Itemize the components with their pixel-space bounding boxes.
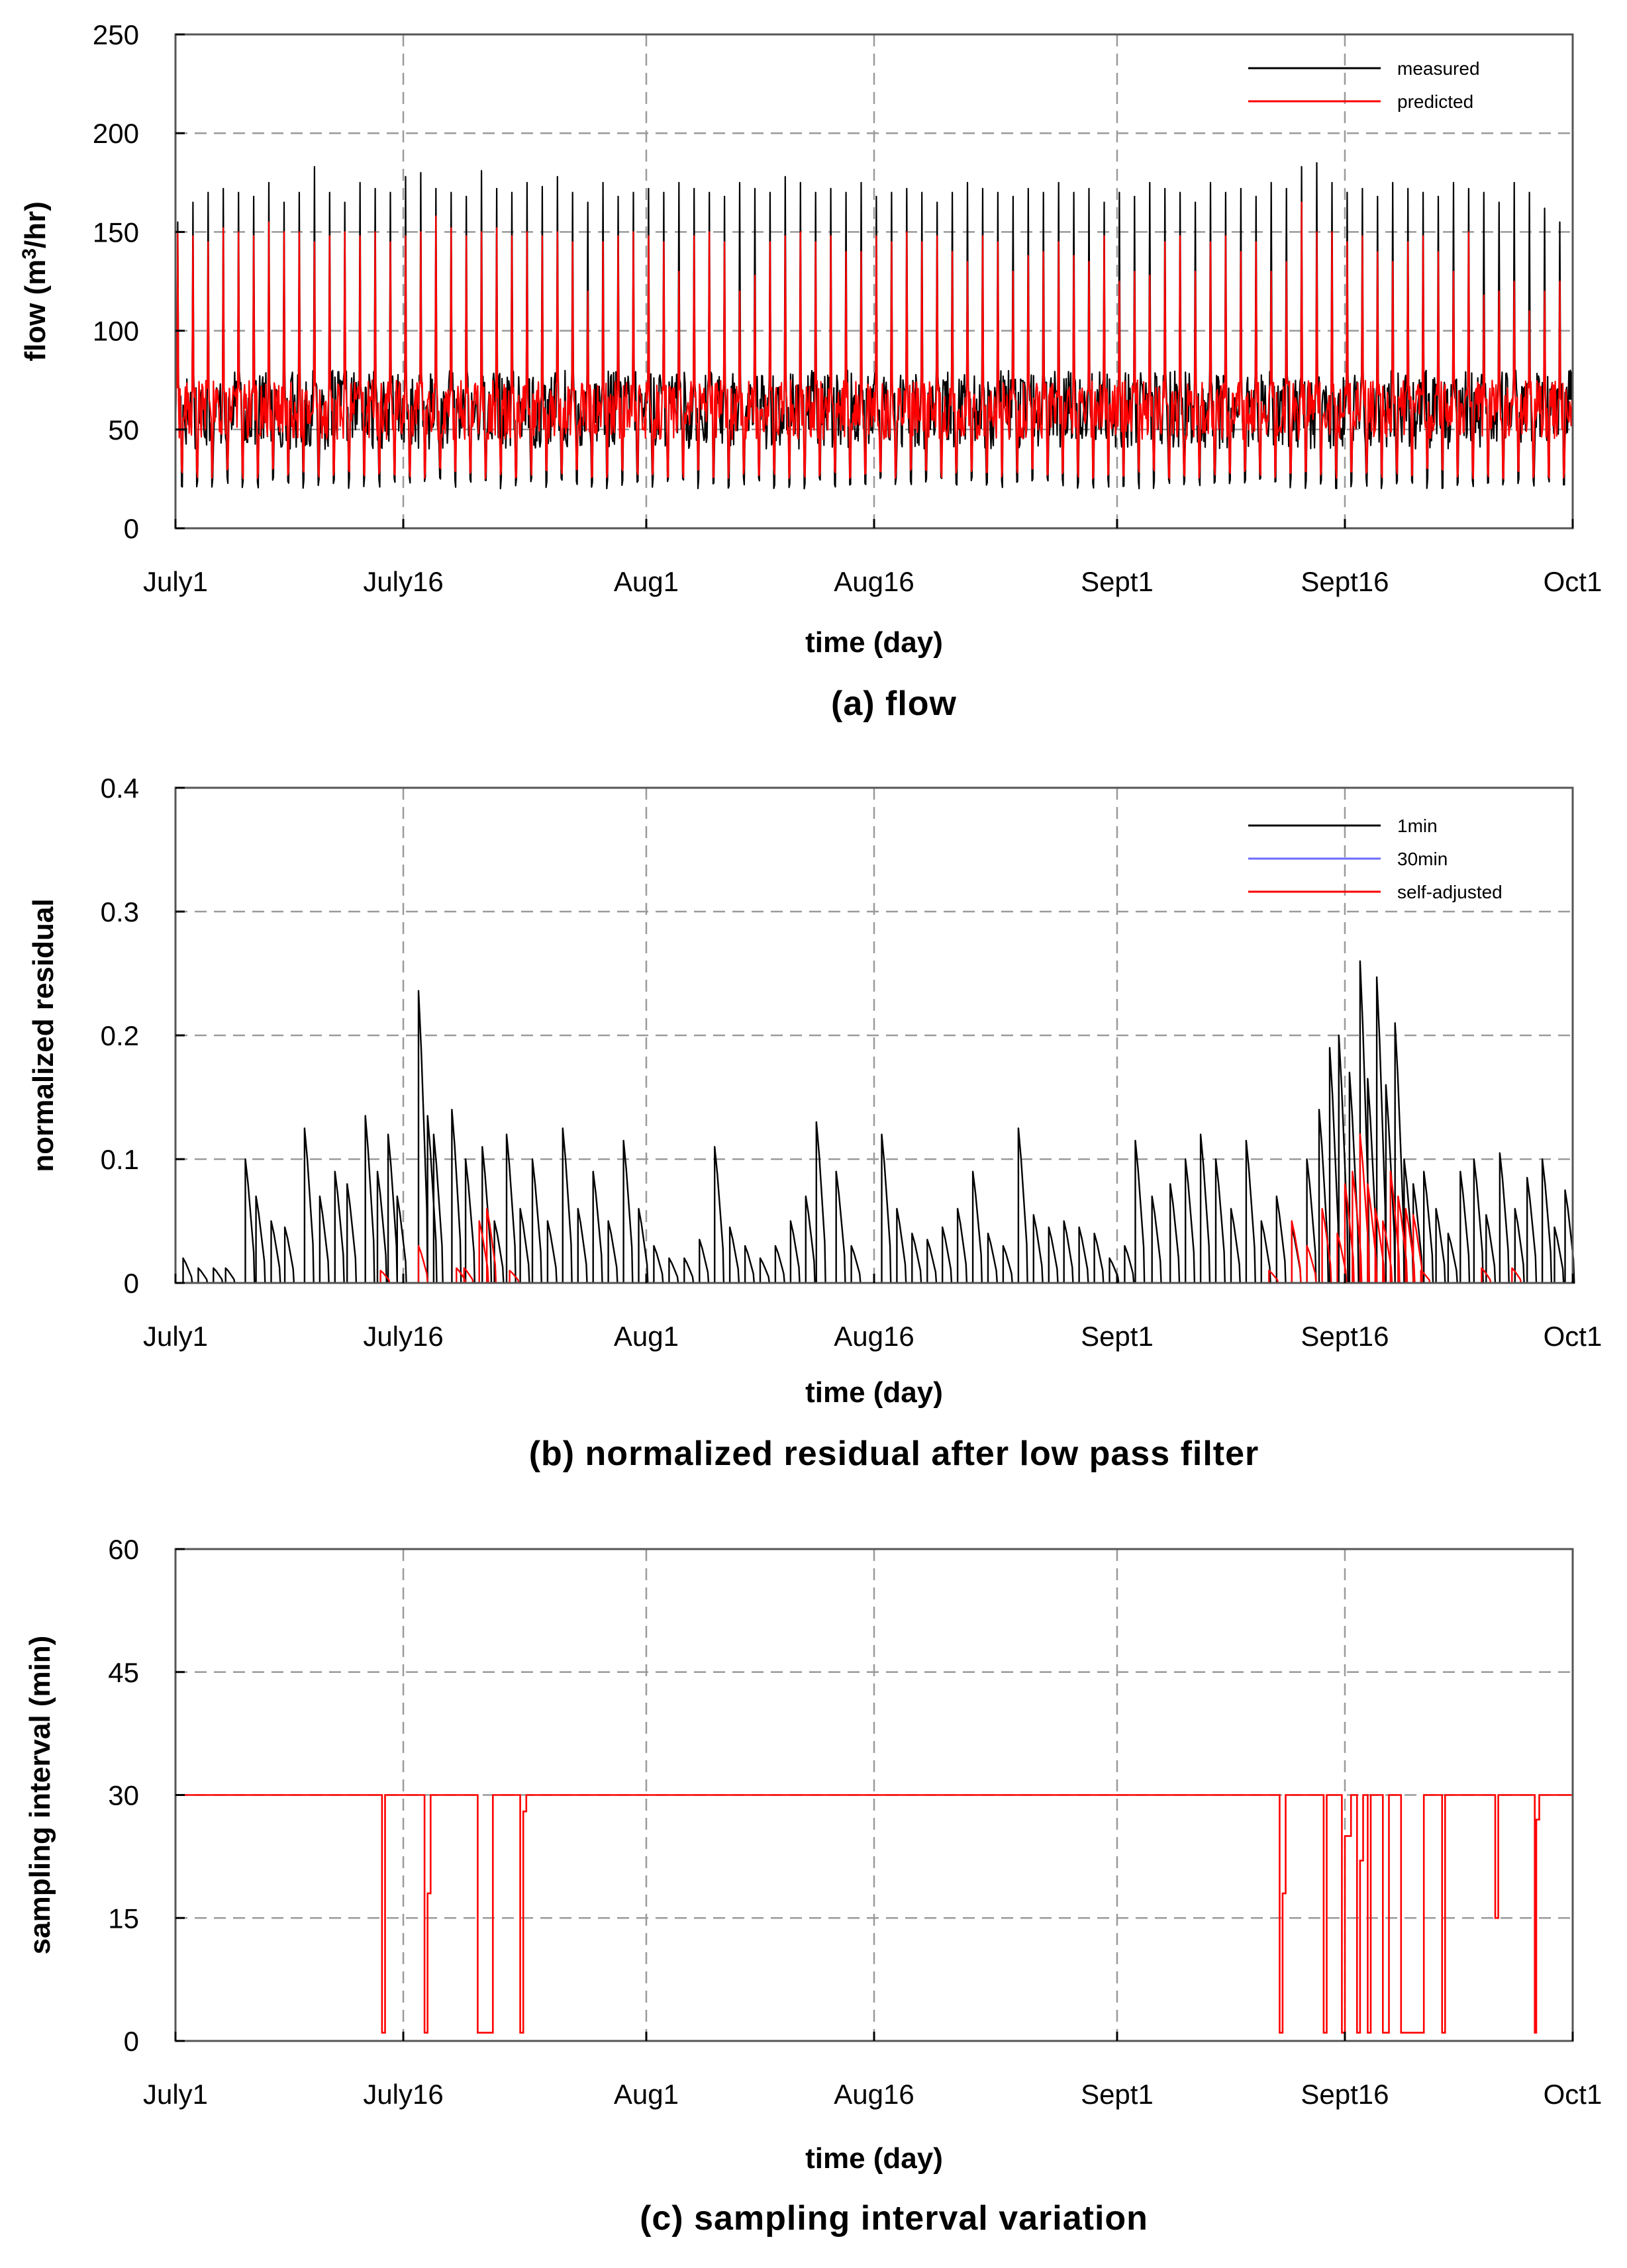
panel-c-x-tick-label: Sept16: [1301, 2079, 1389, 2110]
panel-a-flow: July1 July16 Aug1 Aug16 Sept1 Sept16 Oct1 0 50 10…: [19, 19, 1602, 723]
panel-b-x-tick-label: Oct1: [1544, 1321, 1602, 1352]
panel-a-x-tick-label: July16: [363, 566, 443, 597]
panel-a-caption: (a) flow: [831, 685, 957, 723]
panel-a-x-tick-label: Sept1: [1081, 566, 1154, 597]
panel-c-y-tick-label: 45: [108, 1657, 139, 1688]
panel-b-y-tick-label: 0.3: [101, 896, 139, 927]
panel-b-legend-label: 30min: [1397, 849, 1448, 869]
panel-c-y-tick-label: 30: [108, 1780, 139, 1811]
panel-a-y-tick-label: 200: [93, 118, 139, 149]
panel-c-x-tick-label: Sept1: [1081, 2079, 1154, 2110]
panel-b-x-tick-label: Sept16: [1301, 1321, 1389, 1352]
panel-b-legend-item: 30min: [1248, 849, 1448, 869]
panel-a-legend: measured predicted: [1248, 58, 1480, 112]
panel-a-y-tick-label: 0: [124, 513, 139, 544]
panel-b-series-1min: [175, 960, 1575, 1284]
panel-b-y-tick-label: 0.4: [101, 773, 139, 804]
panel-c-x-axis-title: time (day): [805, 2142, 943, 2175]
panel-b-x-axis-title: time (day): [805, 1376, 943, 1409]
panel-a-x-tick-label: Aug16: [834, 566, 914, 597]
panel-a-x-tick-label: Aug1: [614, 566, 679, 597]
panel-b-y-tick-label: 0: [124, 1268, 139, 1299]
panel-a-x-tick-label: July1: [143, 566, 208, 597]
panel-a-x-tick-label: Sept16: [1301, 566, 1389, 597]
panel-b-residual: July1 July16 Aug1 Aug16 Sept1 Sept16 Oct1 0 0.1 0…: [27, 773, 1602, 1473]
panel-b-legend-label: self-adjusted: [1397, 882, 1503, 902]
panel-a-x-tick-label: Oct1: [1544, 566, 1602, 597]
panel-b-legend-label: 1min: [1397, 816, 1438, 836]
panel-a-y-tick-label: 150: [93, 216, 139, 248]
panel-b-x-tick-label: July16: [363, 1321, 443, 1352]
panel-c-x-tick-label: Aug16: [834, 2079, 914, 2110]
panel-c-y-tick-label: 15: [108, 1903, 139, 1934]
panel-c-x-tick-label: Aug1: [614, 2079, 679, 2110]
panel-b-y-tick-label: 0.2: [101, 1020, 139, 1051]
panel-a-legend-item: predicted: [1248, 91, 1473, 112]
panel-a-x-axis-title: time (day): [805, 626, 943, 659]
panel-c-x-tick-label: July16: [363, 2079, 443, 2110]
panel-a-y-axis-title: flow (m3/hr): [19, 201, 52, 361]
panel-b-y-axis-title: normalized residual: [27, 898, 60, 1172]
panel-a-y-tick-label: 100: [93, 316, 139, 347]
panel-a-y-tick-label: 250: [93, 19, 139, 50]
panel-b-legend-item: 1min: [1248, 816, 1438, 836]
panel-b-legend-item: self-adjusted: [1248, 882, 1503, 902]
panel-c-sampling: July1 July16 Aug1 Aug16 Sept1 Sept16 Oct1 0 15 30…: [24, 1534, 1602, 2238]
panel-a-y-tick-label: 50: [108, 414, 139, 446]
panel-c-x-tick-label: Oct1: [1544, 2079, 1602, 2110]
panel-c-y-tick-label: 0: [124, 2026, 139, 2057]
panel-b-x-tick-label: Aug16: [834, 1321, 914, 1352]
panel-c-caption: (c) sampling interval variation: [640, 2199, 1148, 2238]
panel-b-x-tick-label: Sept1: [1081, 1321, 1154, 1352]
panel-a-legend-item: measured: [1248, 58, 1480, 79]
panel-b-x-tick-label: July1: [143, 1321, 208, 1352]
panel-b-legend: 1min 30min self-adjusted: [1248, 816, 1503, 902]
panel-a-series-predicted: [174, 201, 1573, 480]
panel-b-y-tick-label: 0.1: [101, 1144, 139, 1175]
panel-b-caption: (b) normalized residual after low pass f…: [529, 1435, 1259, 1473]
panel-c-x-tick-label: July1: [143, 2079, 208, 2110]
panel-a-legend-label: measured: [1397, 58, 1480, 79]
panel-c-series-sampling-interval: [175, 1794, 1574, 2034]
panel-c-y-tick-label: 60: [108, 1534, 139, 1565]
panel-b-x-tick-label: Aug1: [614, 1321, 679, 1352]
panel-a-legend-label: predicted: [1397, 91, 1473, 112]
panel-b-series-self-adjusted: [175, 1133, 1573, 1284]
panel-c-y-axis-title: sampling interval (min): [24, 1636, 56, 1955]
